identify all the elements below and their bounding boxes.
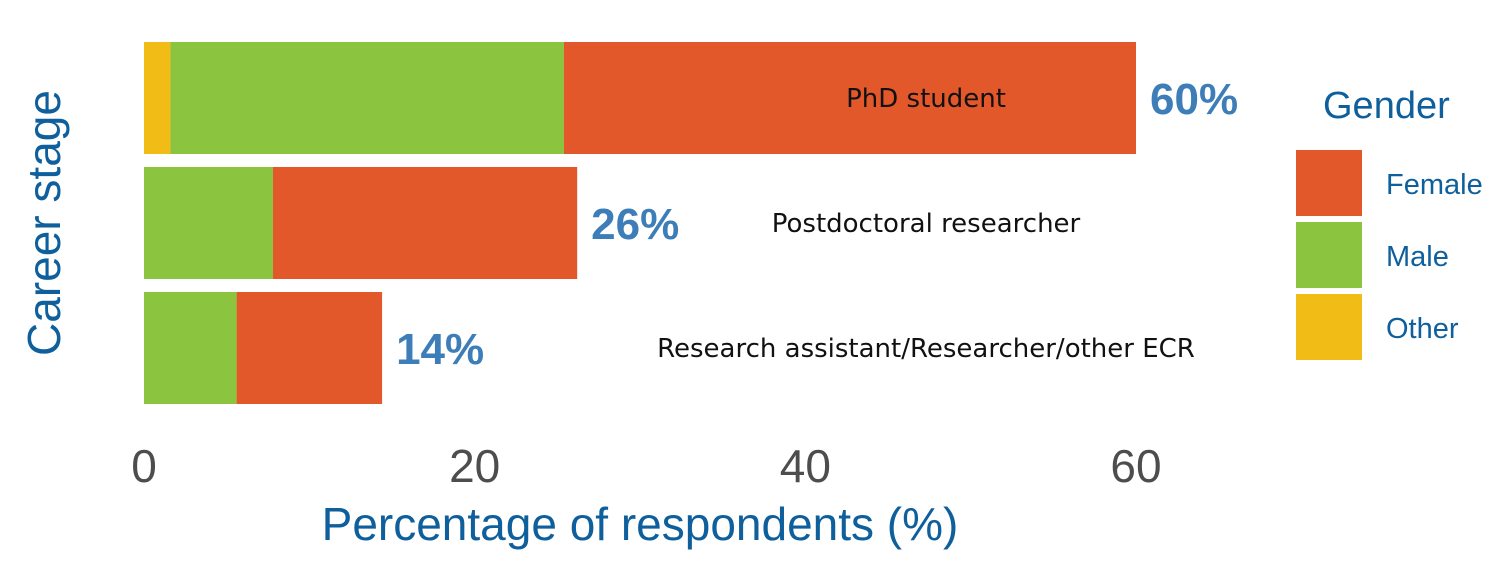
bar-segment-male: [144, 292, 237, 404]
x-tick-label: 60: [1110, 440, 1161, 492]
category-label: PhD student: [846, 84, 1006, 114]
category-label: Research assistant/Researcher/other ECR: [657, 334, 1195, 364]
bar-segment-female: [272, 167, 578, 279]
legend-swatch-other: [1296, 294, 1362, 360]
legend-label-female: Female: [1386, 169, 1483, 201]
x-tick-label: 40: [780, 440, 831, 492]
bars-group: [144, 42, 1136, 404]
legend-swatch-male: [1296, 222, 1362, 288]
total-percent-label: 14%: [396, 325, 484, 374]
legend-title: Gender: [1323, 85, 1450, 127]
bar-segment-female: [563, 42, 1136, 154]
x-tick-label: 20: [449, 440, 500, 492]
legend-label-other: Other: [1386, 313, 1459, 345]
bar-segment-male: [144, 167, 273, 279]
legend-swatch-female: [1296, 150, 1362, 216]
total-percent-label: 60%: [1150, 75, 1238, 124]
legend-label-male: Male: [1386, 241, 1449, 273]
legend: Gender Female Male Other: [1296, 85, 1483, 360]
x-axis-ticks: 0 20 40 60: [131, 440, 1161, 492]
x-axis-title: Percentage of respondents (%): [322, 498, 959, 550]
y-axis-title: Career stage: [18, 90, 70, 356]
bar-segment-other: [144, 42, 171, 154]
bar-segment-female: [236, 292, 383, 404]
bar-segment-male: [170, 42, 564, 154]
category-label: Postdoctoral researcher: [772, 209, 1081, 239]
total-percent-label: 26%: [591, 200, 679, 249]
bar-labels-group: 60% PhD student 26% Postdoctoral researcher…: [396, 75, 1238, 374]
x-tick-label: 0: [131, 440, 157, 492]
